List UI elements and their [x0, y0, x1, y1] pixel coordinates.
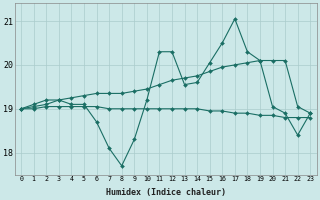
X-axis label: Humidex (Indice chaleur): Humidex (Indice chaleur) [106, 188, 226, 197]
